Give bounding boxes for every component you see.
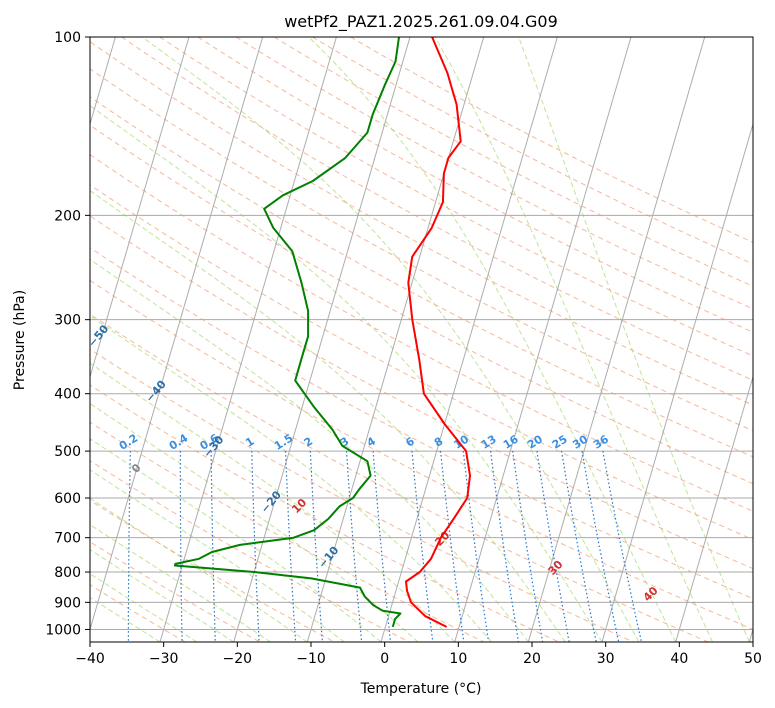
y-tick-label: 600 bbox=[54, 491, 81, 507]
moist-adiabat-line bbox=[90, 315, 492, 642]
isotherm-line bbox=[90, 37, 264, 632]
temperature-profile-line bbox=[405, 37, 471, 628]
y-tick-label: 500 bbox=[54, 444, 81, 460]
moist-adiabat-line bbox=[90, 258, 529, 642]
plot-frame bbox=[89, 36, 754, 643]
dry-adiabat-line bbox=[90, 96, 753, 458]
x-tick-label: −10 bbox=[296, 651, 326, 667]
isotherm-line bbox=[159, 37, 337, 642]
isotherm-line bbox=[527, 37, 706, 642]
dry-adiabat-line bbox=[90, 247, 753, 600]
isotherm-line bbox=[306, 37, 485, 642]
mixing-ratio-line bbox=[439, 451, 465, 642]
mixing-ratio-line bbox=[462, 451, 490, 642]
moist-adiabat-line bbox=[90, 190, 566, 642]
moist-adiabat-line bbox=[90, 469, 345, 642]
dry-adiabat-line bbox=[90, 460, 410, 642]
isotherm-line bbox=[601, 122, 753, 642]
y-axis: 100 200 300 400 500 600 700 800 900 1000 bbox=[45, 30, 90, 638]
mixing-ratio-line bbox=[561, 451, 597, 642]
moist-adiabat-line bbox=[90, 362, 456, 642]
moist-adiabat-line bbox=[90, 105, 603, 642]
x-tick-label: −20 bbox=[223, 651, 253, 667]
dry-adiabat-line bbox=[235, 37, 753, 310]
mixing-ratio-line bbox=[602, 450, 643, 642]
dry-adiabat-line bbox=[90, 279, 753, 630]
y-tick-label: 100 bbox=[54, 30, 81, 46]
mixing-ratio-line bbox=[512, 451, 544, 642]
moist-adiabat-line bbox=[90, 438, 382, 642]
x-tick-label: 10 bbox=[449, 651, 467, 667]
y-tick-label: 400 bbox=[54, 387, 81, 403]
mixing-ratio-line bbox=[536, 451, 570, 642]
dry-adiabat-line bbox=[90, 348, 634, 642]
y-tick-label: 1000 bbox=[45, 622, 81, 638]
moist-adiabat-line bbox=[90, 524, 271, 642]
x-axis-label: Temperature (°C) bbox=[360, 681, 482, 697]
y-tick-label: 200 bbox=[54, 208, 81, 224]
data-series bbox=[173, 37, 471, 628]
isotherm-line bbox=[675, 374, 753, 642]
mixing-ratio-label: 0.1 bbox=[70, 431, 93, 452]
y-tick-label: 300 bbox=[54, 313, 81, 329]
dry-adiabat-line bbox=[90, 124, 753, 485]
chart-title: wetPf2_PAZ1.2025.261.09.04.G09 bbox=[284, 12, 558, 32]
dry-adiabat-line bbox=[159, 37, 753, 357]
x-tick-label: 0 bbox=[380, 651, 389, 667]
x-tick-label: −30 bbox=[149, 651, 179, 667]
dry-adiabat-line bbox=[90, 41, 753, 406]
x-tick-label: 30 bbox=[597, 651, 615, 667]
moist-adiabat-line bbox=[308, 37, 677, 642]
dry-adiabat-line bbox=[90, 421, 485, 642]
moist-adiabat-line bbox=[518, 37, 750, 642]
y-axis-label: Pressure (hPa) bbox=[12, 290, 28, 390]
background-lines bbox=[90, 37, 753, 642]
dewpoint-profile-line bbox=[173, 37, 402, 628]
dry-adiabat-line bbox=[90, 499, 335, 642]
dry-adiabat-line bbox=[273, 37, 753, 287]
y-tick-label: 700 bbox=[54, 531, 81, 547]
moist-adiabat-line bbox=[141, 37, 640, 642]
x-tick-label: 40 bbox=[670, 651, 688, 667]
dry-adiabat-line bbox=[350, 37, 753, 243]
moist-adiabat-line bbox=[434, 37, 713, 642]
y-tick-label: 900 bbox=[54, 595, 81, 611]
y-tick-label: 800 bbox=[54, 565, 81, 581]
isotherm-line bbox=[454, 37, 632, 642]
isotherm-line bbox=[380, 37, 558, 642]
x-tick-label: 20 bbox=[523, 651, 541, 667]
isotherm-line bbox=[90, 37, 190, 379]
x-tick-label: 50 bbox=[744, 651, 762, 667]
x-tick-label: −40 bbox=[75, 651, 105, 667]
mixing-ratio-line bbox=[581, 450, 620, 642]
x-axis: −40 −30 −20 −10 0 10 20 30 40 50 bbox=[75, 642, 762, 667]
dry-adiabat-line bbox=[90, 184, 753, 541]
mixing-ratio-line bbox=[490, 451, 520, 642]
dry-adiabat-line bbox=[90, 68, 753, 432]
